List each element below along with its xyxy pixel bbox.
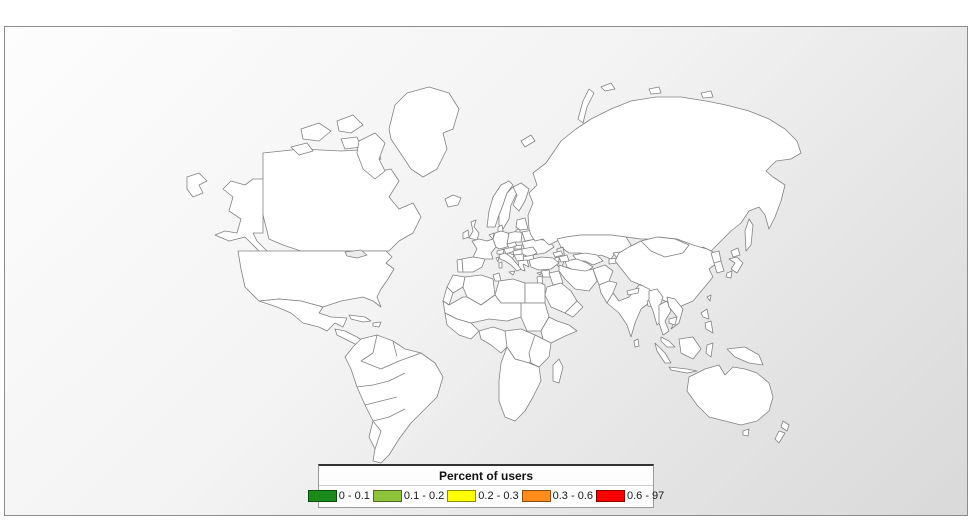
legend-item-0.6-97: 0.6 - 97 (595, 490, 665, 502)
country-egypt[interactable] (524, 282, 546, 304)
islands-svalbard (520, 134, 536, 148)
country-iran[interactable] (558, 264, 598, 292)
region-west-africa[interactable] (444, 312, 480, 340)
legend-item-0.2-0.3: 0.2 - 0.3 (447, 490, 519, 502)
island-tasmania (742, 428, 750, 437)
country-cuba[interactable] (348, 314, 372, 323)
south-east-asia (606, 236, 764, 374)
region-alaska-usa[interactable] (214, 178, 270, 256)
country-malaysia[interactable] (660, 336, 676, 348)
country-australia[interactable] (686, 364, 774, 426)
country-russia[interactable] (527, 96, 802, 252)
legend-items: 0 - 0.1 0.1 - 0.2 0.2 - 0.3 0.3 - 0.6 0.… (307, 486, 664, 507)
region-south-america[interactable] (344, 334, 444, 464)
country-united-states[interactable] (237, 250, 395, 308)
region-baltic-states[interactable] (515, 217, 529, 231)
country-france[interactable] (471, 238, 497, 260)
south-america-internal-borders (356, 334, 422, 450)
legend-item-0.1-0.2: 0.1 - 0.2 (372, 490, 445, 502)
world-map-panel (4, 26, 968, 516)
legend-item-0.3-0.6: 0.3 - 0.6 (521, 490, 593, 502)
legend-label: 0.3 - 0.6 (552, 490, 593, 502)
country-iceland[interactable] (444, 194, 462, 208)
island-novaya-zemlya-russia (577, 88, 595, 124)
island-taiwan (706, 294, 712, 302)
island-hispaniola (372, 321, 382, 328)
country-cambodia[interactable] (668, 316, 678, 326)
country-slovakia[interactable] (514, 244, 523, 250)
country-indonesia[interactable] (654, 336, 764, 374)
country-iraq[interactable] (548, 270, 564, 286)
north-america (186, 86, 462, 354)
legend-label: 0.2 - 0.3 (478, 490, 519, 502)
canada-arctic-islands (290, 114, 386, 180)
legend-swatch-yellow (447, 490, 477, 502)
country-mongolia[interactable] (640, 236, 690, 258)
island-sardinia (498, 261, 503, 269)
island-sakhalin-russia (744, 218, 754, 252)
country-afghanistan[interactable] (592, 264, 614, 286)
country-greenland[interactable] (388, 86, 460, 178)
country-azerbaijan[interactable] (558, 254, 570, 263)
region-laos-vietnam[interactable] (666, 296, 684, 330)
country-new-zealand[interactable] (774, 420, 790, 444)
country-germany[interactable] (492, 230, 511, 250)
country-united-kingdom[interactable] (468, 219, 480, 241)
country-denmark[interactable] (497, 224, 504, 233)
country-poland[interactable] (506, 230, 523, 245)
region-chukotka-russia[interactable] (186, 172, 208, 198)
russia-north-asia (527, 82, 802, 252)
country-ireland[interactable] (462, 229, 470, 240)
region-horn-of-africa[interactable] (540, 316, 578, 344)
country-libya[interactable] (494, 278, 526, 304)
legend: Percent of users 0 - 0.1 0.1 - 0.2 0.2 -… (307, 464, 664, 508)
country-morocco[interactable] (446, 274, 466, 294)
island-sri-lanka (633, 338, 640, 348)
country-spain[interactable] (461, 256, 486, 273)
oceania (686, 364, 790, 444)
country-japan[interactable] (725, 247, 744, 279)
region-nigeria-cameroon[interactable] (478, 326, 512, 354)
legend-swatch-green (307, 490, 337, 502)
country-philippines[interactable] (700, 308, 714, 334)
region-southern-africa[interactable] (498, 346, 542, 422)
country-canada[interactable] (256, 148, 422, 252)
country-georgia[interactable] (552, 250, 564, 258)
country-switzerland[interactable] (496, 248, 505, 255)
legend-swatch-lightgreen (372, 490, 402, 502)
legend-label: 0.1 - 0.2 (403, 490, 445, 502)
legend-label: 0 - 0.1 (338, 490, 370, 502)
country-nepal[interactable] (626, 287, 640, 296)
europe (456, 134, 555, 276)
country-turkey[interactable] (528, 256, 560, 271)
country-netherlands[interactable] (488, 232, 495, 240)
country-south-korea[interactable] (713, 260, 725, 274)
country-italy[interactable] (498, 252, 522, 272)
country-norway[interactable] (486, 180, 514, 228)
great-lakes (344, 249, 368, 259)
country-thailand[interactable] (658, 300, 672, 336)
legend-title: Percent of users (319, 466, 653, 486)
island-sicily (508, 270, 516, 276)
africa (442, 272, 578, 422)
south-america (344, 334, 444, 464)
legend-label: 0.6 - 97 (626, 490, 665, 502)
legend-swatch-red (595, 490, 625, 502)
region-east-africa[interactable] (528, 334, 552, 368)
region-yemen-oman[interactable] (564, 300, 584, 318)
country-mexico[interactable] (258, 298, 348, 332)
island-corsica (495, 256, 500, 263)
russia-arctic-islands (600, 82, 714, 99)
legend-item-0-0.1: 0 - 0.1 (307, 490, 370, 502)
country-tunisia[interactable] (492, 272, 502, 282)
island-madagascar (552, 358, 564, 384)
legend-swatch-orange (521, 490, 551, 502)
country-finland[interactable] (512, 182, 530, 212)
world-map (186, 82, 802, 464)
island-cyprus (536, 271, 543, 276)
